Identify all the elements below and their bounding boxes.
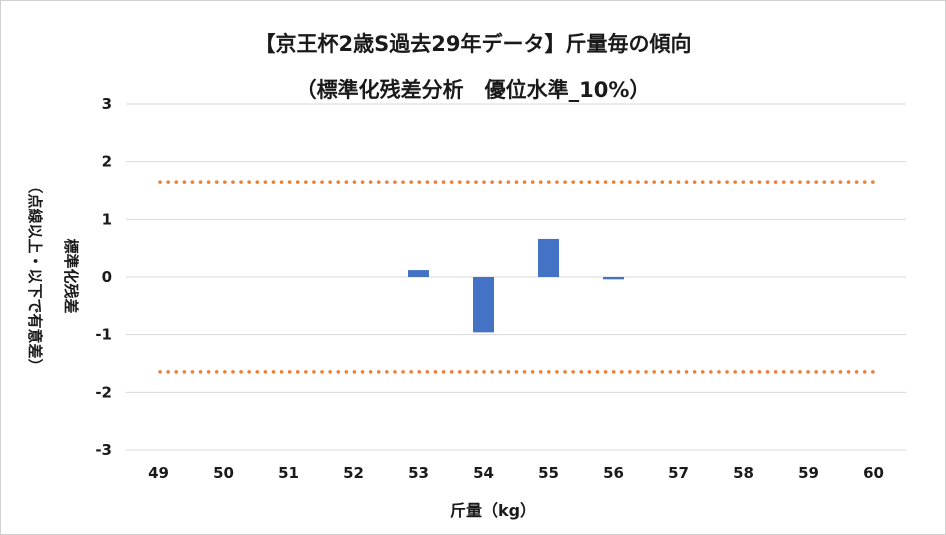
- y-axis-label-line1: 標準化残差: [62, 238, 80, 313]
- bar-55: [538, 238, 559, 277]
- threshold-lines: [158, 180, 878, 374]
- x-tick-label: 57: [668, 464, 689, 482]
- bar-53: [408, 270, 429, 277]
- y-tick-label: 0: [102, 268, 112, 286]
- x-tick-label: 49: [148, 464, 169, 482]
- x-tick-label: 50: [213, 464, 234, 482]
- y-tick-label: -3: [95, 441, 112, 459]
- y-tick-label: 1: [102, 210, 112, 228]
- gridlines: [126, 103, 906, 451]
- y-axis-label-line2: （点線以上・以下で有意差）: [26, 178, 44, 373]
- x-axis-label: 斤量（kg）: [450, 501, 536, 520]
- chart-title-line2: （標準化残差分析 優位水準_10%）: [296, 78, 651, 102]
- y-tick-labels: 3 2 1 0 -1 -2 -3: [95, 95, 112, 459]
- bars: [408, 238, 624, 333]
- x-tick-label: 59: [798, 464, 819, 482]
- y-tick-label: -1: [95, 326, 112, 344]
- x-tick-label: 58: [733, 464, 754, 482]
- y-tick-label: 2: [102, 153, 112, 171]
- x-tick-label: 53: [408, 464, 429, 482]
- y-tick-label: 3: [102, 95, 112, 113]
- x-tick-label: 54: [473, 464, 494, 482]
- x-tick-label: 51: [278, 464, 299, 482]
- x-tick-label: 55: [538, 464, 559, 482]
- chart-title-line1: 【京王杯2歳S過去29年データ】斤量毎の傾向: [255, 32, 692, 56]
- x-tick-label: 56: [603, 464, 624, 482]
- x-tick-label: 52: [343, 464, 364, 482]
- x-tick-label: 60: [863, 464, 884, 482]
- x-tick-labels: 49 50 51 52 53 54 55 56 57 58 59 60: [148, 464, 884, 482]
- bar-56: [603, 277, 624, 280]
- y-tick-label: -2: [95, 383, 112, 401]
- bar-54: [473, 277, 494, 333]
